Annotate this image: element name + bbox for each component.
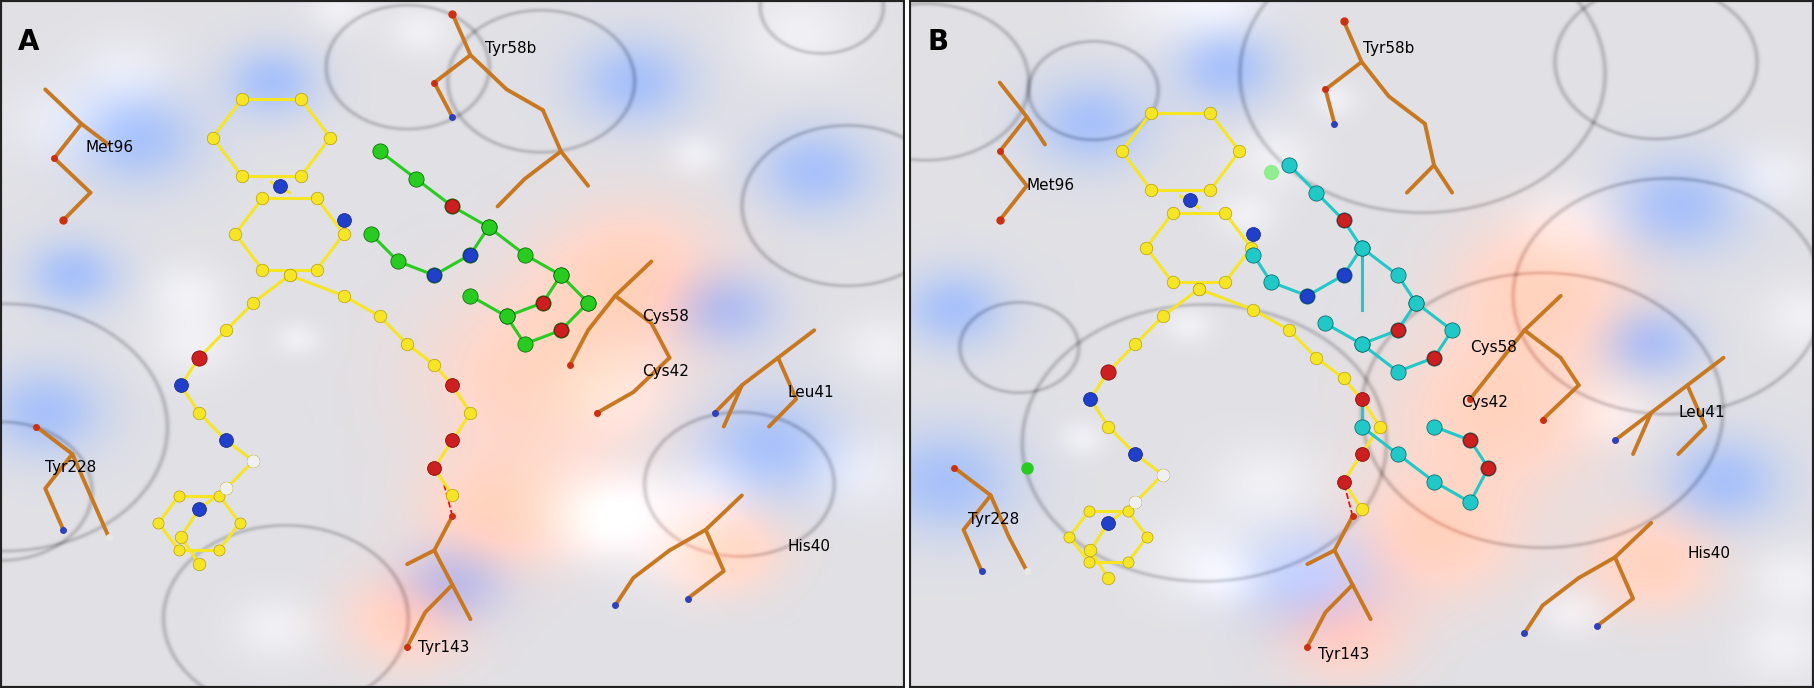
Text: Tyr228: Tyr228: [969, 512, 1019, 527]
Text: Cys42: Cys42: [642, 364, 689, 379]
Text: Cys42: Cys42: [1460, 395, 1507, 410]
Text: Leu41: Leu41: [787, 385, 834, 400]
Text: His40: His40: [787, 539, 831, 555]
Text: Cys58: Cys58: [1469, 340, 1517, 355]
Text: Met96: Met96: [85, 140, 134, 155]
Text: Cys58: Cys58: [642, 309, 689, 324]
Text: Tyr58b: Tyr58b: [1362, 41, 1415, 56]
Text: His40: His40: [1687, 546, 1731, 561]
Text: Tyr143: Tyr143: [1317, 647, 1370, 662]
Text: Leu41: Leu41: [1678, 405, 1725, 420]
Text: Tyr58b: Tyr58b: [486, 41, 537, 56]
Text: Met96: Met96: [1027, 178, 1076, 193]
Text: Tyr228: Tyr228: [45, 460, 96, 475]
Text: A: A: [18, 28, 40, 56]
Text: B: B: [927, 28, 949, 56]
Text: Tyr143: Tyr143: [417, 640, 470, 655]
